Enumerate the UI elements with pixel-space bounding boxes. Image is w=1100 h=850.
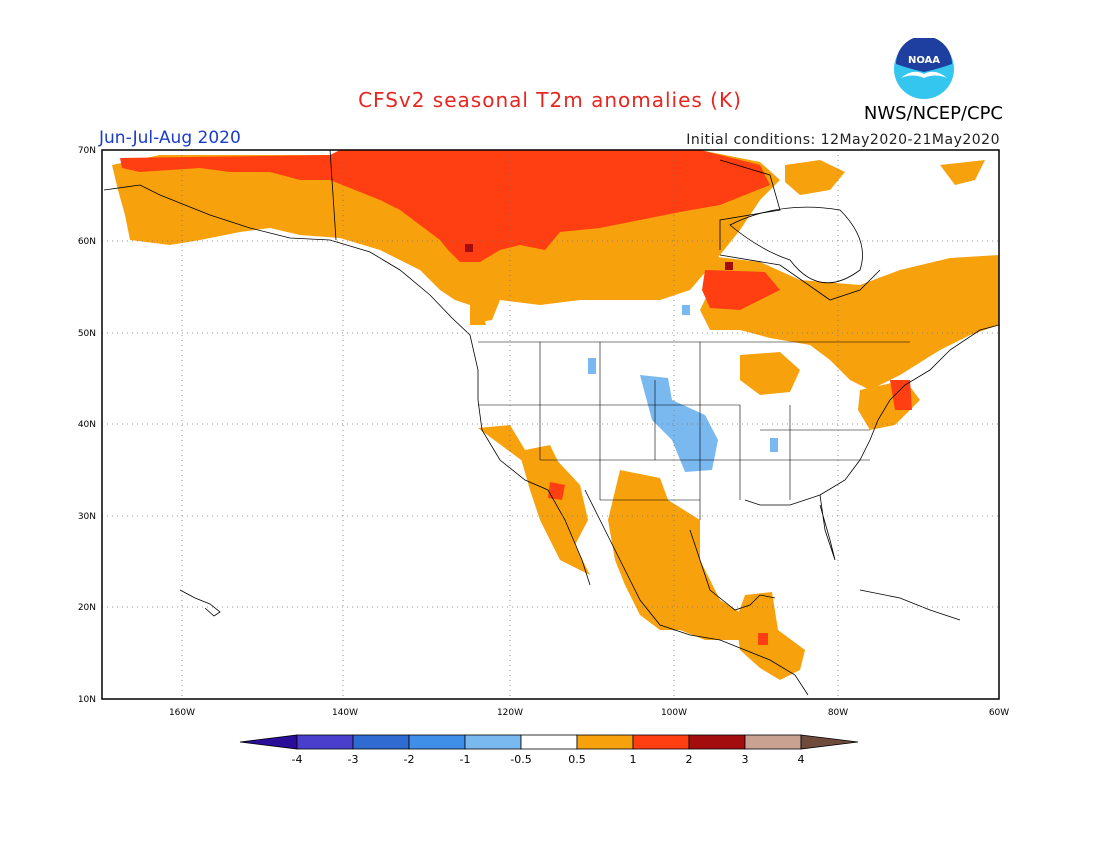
lat-label-60n: 60N (78, 237, 96, 247)
colorbar-arrow-high (800, 734, 859, 750)
anomaly-region-montana (588, 358, 596, 374)
lon-label-160w: 160W (169, 708, 195, 718)
colorbar (239, 734, 859, 750)
map-frame (101, 149, 1000, 700)
lon-label-140w: 140W (332, 708, 358, 718)
lon-label-60w: 60W (989, 708, 1009, 718)
anomaly-region-central-plains (640, 375, 718, 472)
lon-label-80w: 80W (828, 708, 848, 718)
colorbar-label: -0.5 (510, 753, 531, 766)
colorbar-label: 1 (630, 753, 637, 766)
colorbar-bin-1 (296, 734, 354, 750)
lat-label-70n: 70N (78, 146, 96, 156)
logo-text: NOAA (908, 55, 940, 66)
anomaly-region-arizona (548, 482, 565, 500)
anomaly-region-great-lakes (740, 352, 800, 395)
lon-label-120w: 120W (497, 708, 523, 718)
colorbar-labels: -4 -3 -2 -1 -0.5 0.5 1 2 3 4 (292, 753, 805, 766)
anomaly-region-hudson-bay (725, 262, 733, 270)
lat-label-20n: 20N (78, 603, 96, 613)
anomaly-region-mexico (608, 470, 760, 640)
anomaly-region-central-america (736, 592, 805, 680)
forecast-period: Jun-Jul-Aug 2020 (99, 128, 241, 148)
colorbar-label: 3 (742, 753, 749, 766)
logo-gull (901, 71, 947, 78)
anomaly-region-kentucky (770, 438, 778, 452)
anomaly-region-coastal-bc (470, 300, 486, 325)
colorbar-bin-4 (464, 734, 522, 750)
anomaly-region-baffin (785, 160, 845, 195)
colorbar-label: 0.5 (568, 753, 586, 766)
logo-sky (896, 38, 952, 72)
anomaly-region-superior (682, 305, 690, 315)
colorbar-label: 2 (686, 753, 693, 766)
lat-labels: 70N 60N 50N 40N 30N 20N 10N (78, 146, 96, 705)
colorbar-label: 4 (798, 753, 805, 766)
coastlines (103, 150, 999, 696)
noaa-logo: NOAA (894, 38, 954, 99)
lat-label-10n: 10N (78, 695, 96, 705)
lat-label-40n: 40N (78, 420, 96, 430)
colorbar-bin-8 (688, 734, 746, 750)
lon-label-100w: 100W (661, 708, 687, 718)
colorbar-bin-2 (352, 734, 410, 750)
colorbar-label: -4 (292, 753, 303, 766)
anomaly-region-mackenzie (465, 244, 473, 252)
colorbar-arrow-low (239, 734, 298, 750)
anomaly-region-greenland-edge (940, 160, 985, 185)
anomaly-region-new-england (890, 380, 912, 410)
anomaly-region-hudson-south (702, 270, 780, 310)
state-borders (478, 341, 910, 520)
lon-labels: 160W 140W 120W 100W 80W 60W (169, 708, 1009, 718)
colorbar-bin-7 (632, 734, 690, 750)
anomaly-region-arctic-canada (120, 150, 770, 262)
colorbar-label: -2 (404, 753, 415, 766)
map-plot-area (102, 150, 999, 699)
lat-label-30n: 30N (78, 512, 96, 522)
anomaly-layer-neg-0.5-1 (588, 305, 778, 472)
colorbar-label: -1 (460, 753, 471, 766)
lat-label-50n: 50N (78, 329, 96, 339)
colorbar-label: -3 (348, 753, 359, 766)
chart-title: CFSv2 seasonal T2m anomalies (K) (358, 88, 742, 112)
anomaly-region-guatemala (758, 633, 768, 645)
colorbar-bin-9 (744, 734, 802, 750)
colorbar-bin-6 (576, 734, 634, 750)
colorbar-bin-5 (520, 734, 578, 750)
initial-conditions: Initial conditions: 12May2020-21May2020 (686, 132, 1000, 148)
colorbar-bin-3 (408, 734, 466, 750)
agency-label: NWS/NCEP/CPC (863, 103, 1003, 124)
anomaly-layer-1-2 (120, 150, 912, 645)
